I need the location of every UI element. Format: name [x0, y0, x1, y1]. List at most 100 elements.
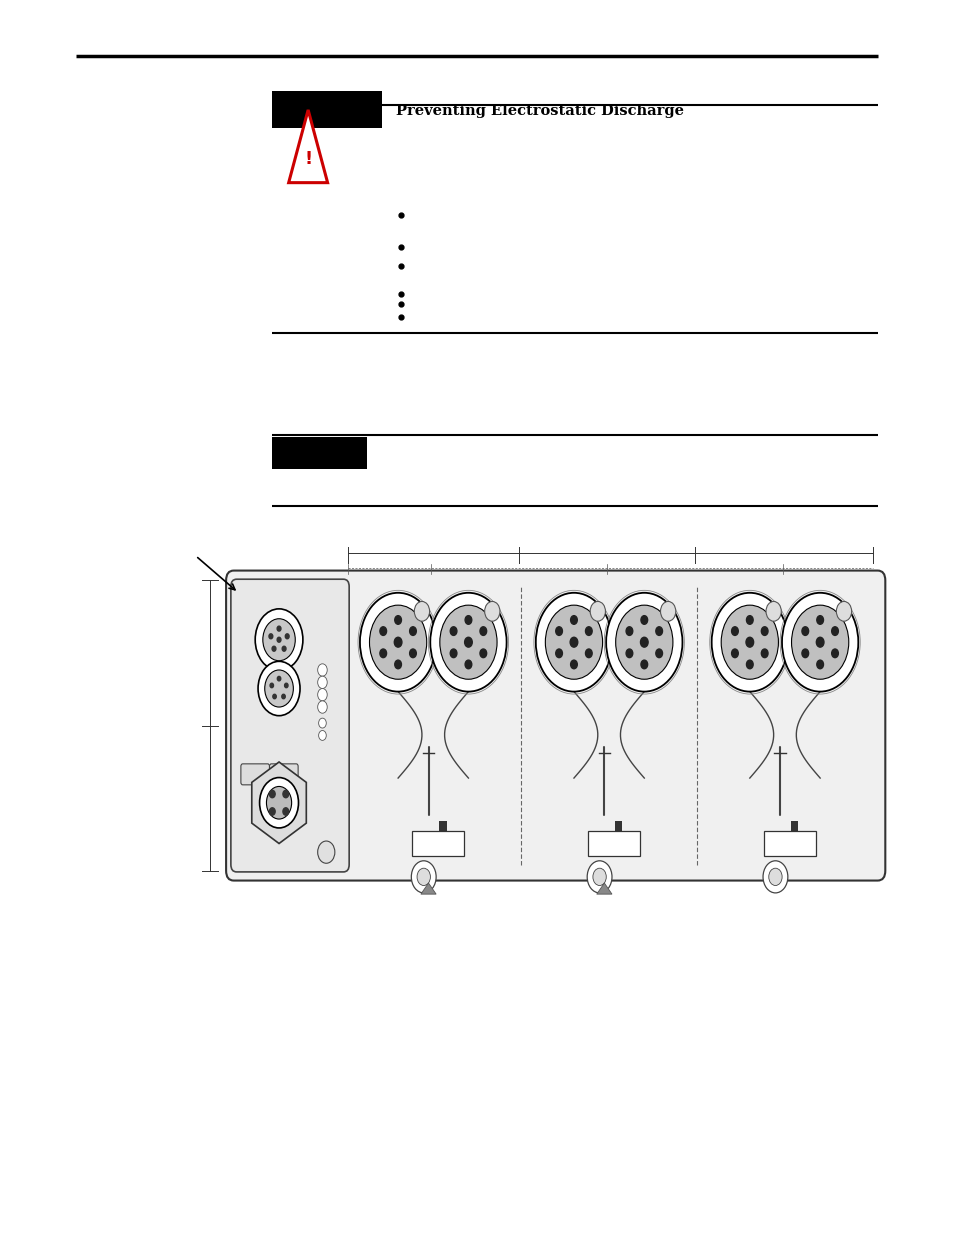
Bar — [438, 821, 446, 856]
Circle shape — [285, 634, 289, 638]
Circle shape — [416, 868, 430, 885]
Circle shape — [745, 659, 752, 669]
Circle shape — [659, 601, 675, 621]
Circle shape — [590, 601, 605, 621]
Circle shape — [269, 634, 273, 638]
Circle shape — [545, 605, 602, 679]
Circle shape — [411, 861, 436, 893]
Circle shape — [711, 593, 787, 692]
Circle shape — [409, 626, 416, 635]
Bar — [412, 831, 464, 856]
Circle shape — [640, 615, 647, 625]
Circle shape — [464, 637, 472, 647]
Circle shape — [592, 868, 606, 885]
Circle shape — [272, 646, 275, 651]
Circle shape — [394, 637, 401, 647]
Circle shape — [831, 650, 838, 657]
Circle shape — [745, 615, 752, 625]
Circle shape — [765, 601, 781, 621]
Circle shape — [801, 650, 808, 657]
Circle shape — [276, 637, 280, 642]
Circle shape — [585, 626, 592, 635]
Circle shape — [791, 605, 848, 679]
Circle shape — [269, 790, 274, 798]
Text: !: ! — [304, 151, 312, 168]
Circle shape — [430, 593, 506, 692]
Circle shape — [414, 601, 429, 621]
Circle shape — [450, 626, 456, 635]
Circle shape — [266, 787, 292, 819]
Circle shape — [283, 808, 289, 815]
Circle shape — [720, 605, 778, 679]
Circle shape — [269, 808, 274, 815]
Circle shape — [359, 593, 436, 692]
Circle shape — [640, 659, 647, 669]
Circle shape — [379, 650, 386, 657]
Polygon shape — [289, 110, 327, 183]
Circle shape — [395, 659, 401, 669]
Bar — [272, 437, 367, 469]
Circle shape — [556, 626, 562, 635]
Circle shape — [318, 731, 326, 741]
Circle shape — [264, 671, 294, 706]
Circle shape — [439, 605, 497, 679]
Circle shape — [585, 650, 592, 657]
Circle shape — [465, 615, 472, 625]
Circle shape — [395, 615, 401, 625]
Circle shape — [639, 637, 647, 647]
Circle shape — [831, 626, 838, 635]
Circle shape — [605, 593, 681, 692]
Circle shape — [731, 650, 738, 657]
Circle shape — [760, 650, 767, 657]
Bar — [790, 821, 798, 856]
Text: Preventing Electrostatic Discharge: Preventing Electrostatic Discharge — [395, 104, 683, 119]
Bar — [272, 91, 381, 128]
FancyBboxPatch shape — [240, 763, 269, 785]
Circle shape — [317, 664, 327, 676]
Circle shape — [760, 626, 767, 635]
Circle shape — [317, 677, 327, 688]
Polygon shape — [252, 762, 306, 844]
Circle shape — [479, 626, 486, 635]
Circle shape — [625, 650, 632, 657]
Circle shape — [379, 626, 386, 635]
Circle shape — [276, 626, 280, 631]
Circle shape — [745, 637, 753, 647]
Polygon shape — [420, 883, 436, 894]
Circle shape — [615, 605, 672, 679]
Bar — [614, 821, 622, 856]
FancyBboxPatch shape — [269, 763, 297, 785]
Circle shape — [536, 593, 612, 692]
Circle shape — [317, 701, 327, 714]
Circle shape — [556, 650, 562, 657]
Circle shape — [731, 626, 738, 635]
Circle shape — [625, 626, 632, 635]
FancyBboxPatch shape — [226, 571, 884, 881]
Circle shape — [586, 861, 612, 893]
Circle shape — [283, 790, 289, 798]
Circle shape — [484, 601, 499, 621]
Circle shape — [762, 861, 787, 893]
Circle shape — [816, 659, 822, 669]
Bar — [587, 831, 639, 856]
Circle shape — [369, 605, 426, 679]
Circle shape — [570, 659, 577, 669]
Circle shape — [262, 619, 295, 661]
Circle shape — [257, 662, 299, 716]
Circle shape — [254, 609, 303, 671]
Circle shape — [277, 677, 280, 680]
Circle shape — [259, 778, 298, 827]
Polygon shape — [597, 883, 612, 894]
FancyBboxPatch shape — [231, 579, 349, 872]
Circle shape — [281, 694, 285, 699]
Circle shape — [317, 841, 335, 863]
Circle shape — [768, 868, 781, 885]
Circle shape — [816, 637, 823, 647]
Circle shape — [317, 689, 327, 701]
Circle shape — [570, 637, 578, 647]
Circle shape — [655, 626, 661, 635]
Circle shape — [450, 650, 456, 657]
Circle shape — [479, 650, 486, 657]
Circle shape — [655, 650, 661, 657]
Circle shape — [282, 646, 286, 651]
